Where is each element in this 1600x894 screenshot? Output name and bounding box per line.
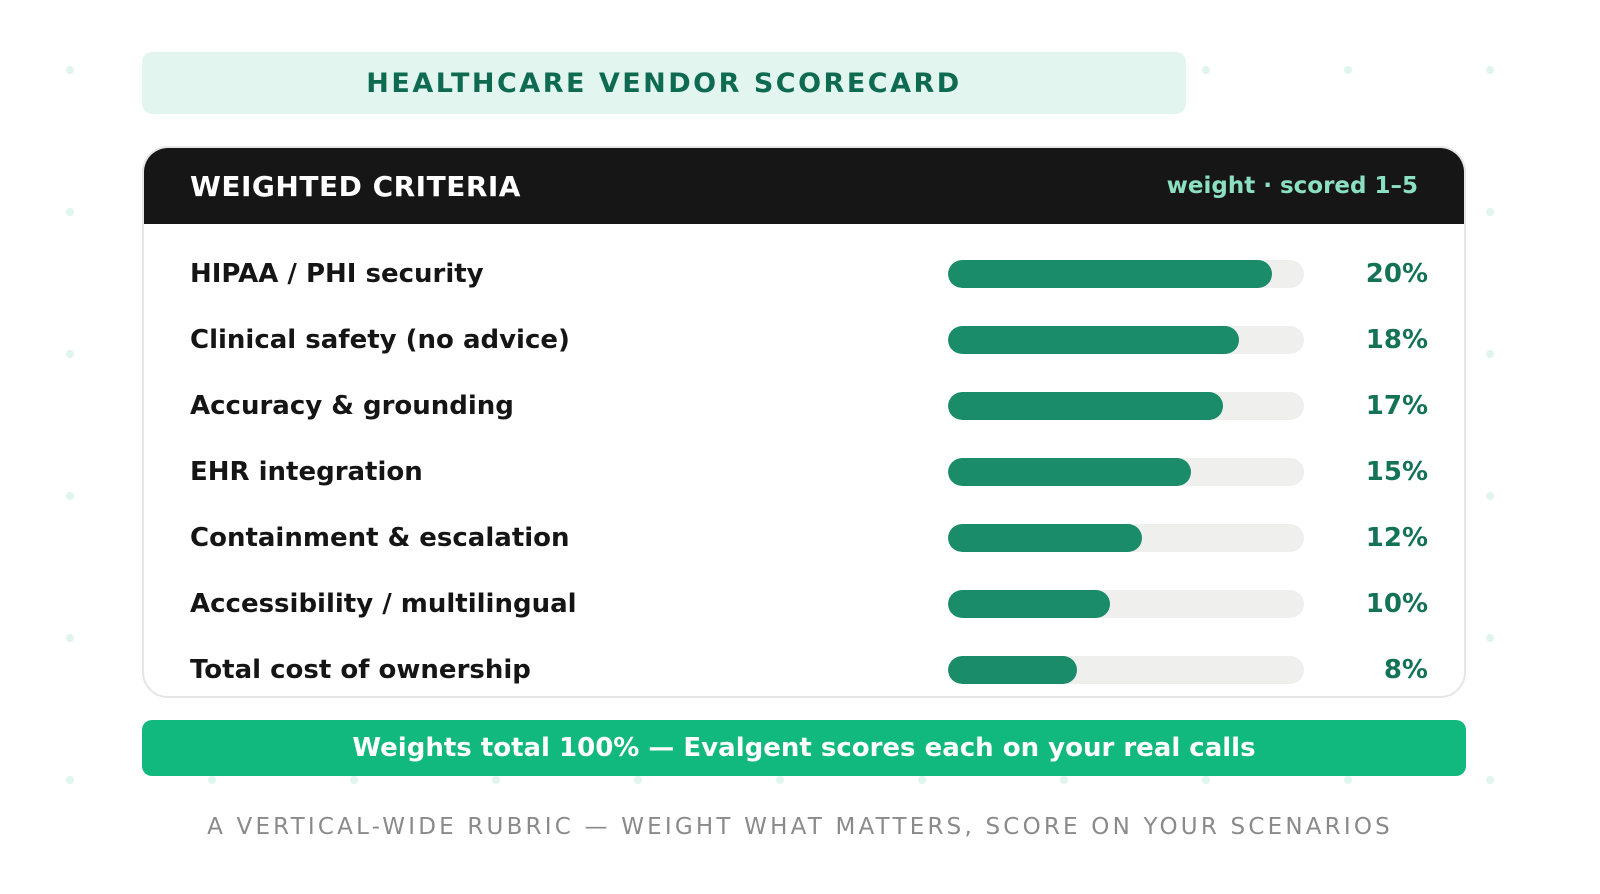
weight-bar-track [948, 326, 1304, 354]
card-header: WEIGHTED CRITERIA weight · scored 1–5 [144, 148, 1464, 224]
weight-value-label: 17% [1365, 391, 1428, 421]
weight-bar-track [948, 524, 1304, 552]
criteria-row: Accuracy & grounding 17% [144, 386, 1464, 426]
weight-bar [948, 326, 1239, 354]
background-dot [1344, 66, 1352, 74]
weight-bar-track [948, 260, 1304, 288]
footer-caption: A VERTICAL-WIDE RUBRIC — WEIGHT WHAT MAT… [207, 814, 1393, 840]
background-dot [1486, 208, 1494, 216]
background-dot [1202, 66, 1210, 74]
background-dot [66, 776, 74, 784]
weight-bar [948, 524, 1142, 552]
background-dot [1486, 776, 1494, 784]
criteria-label: Accuracy & grounding [190, 391, 514, 421]
criteria-row: HIPAA / PHI security 20% [144, 254, 1464, 294]
background-dot [634, 776, 642, 784]
criteria-label: HIPAA / PHI security [190, 259, 484, 289]
weight-bar-track [948, 458, 1304, 486]
background-dot [66, 634, 74, 642]
weight-bar [948, 458, 1191, 486]
background-dot [1344, 776, 1352, 784]
background-dot [1486, 66, 1494, 74]
criteria-label: Total cost of ownership [190, 655, 531, 685]
background-dot [776, 776, 784, 784]
criteria-row: Containment & escalation 12% [144, 518, 1464, 558]
page-title: HEALTHCARE VENDOR SCORECARD [366, 67, 962, 99]
criteria-label: Containment & escalation [190, 523, 570, 553]
background-dot [1202, 776, 1210, 784]
weight-value-label: 10% [1365, 589, 1428, 619]
background-dot [1486, 634, 1494, 642]
background-dot [66, 208, 74, 216]
title-banner: HEALTHCARE VENDOR SCORECARD [142, 52, 1186, 114]
background-dot [350, 776, 358, 784]
criteria-row: Accessibility / multilingual 10% [144, 584, 1464, 624]
criteria-label: Accessibility / multilingual [190, 589, 577, 619]
weight-value-label: 15% [1365, 457, 1428, 487]
weight-bar-track [948, 656, 1304, 684]
weight-value-label: 20% [1365, 259, 1428, 289]
criteria-row: EHR integration 15% [144, 452, 1464, 492]
weight-value-label: 8% [1383, 655, 1428, 685]
criteria-card: WEIGHTED CRITERIA weight · scored 1–5 HI… [142, 146, 1466, 698]
card-header-title: WEIGHTED CRITERIA [190, 169, 521, 203]
weight-value-label: 18% [1365, 325, 1428, 355]
weight-bar-track [948, 590, 1304, 618]
criteria-label: EHR integration [190, 457, 423, 487]
background-dot [208, 776, 216, 784]
background-dot [1060, 776, 1068, 784]
weight-bar [948, 392, 1223, 420]
criteria-row: Clinical safety (no advice) 18% [144, 320, 1464, 360]
weight-bar [948, 656, 1077, 684]
background-dot [918, 776, 926, 784]
background-dot [1486, 350, 1494, 358]
background-dot [66, 66, 74, 74]
weight-bar [948, 590, 1110, 618]
weight-bar [948, 260, 1272, 288]
card-header-subtitle: weight · scored 1–5 [1166, 173, 1418, 199]
background-dot [1486, 492, 1494, 500]
criteria-row: Total cost of ownership 8% [144, 650, 1464, 690]
background-dot [492, 776, 500, 784]
total-banner-text: Weights total 100% — Evalgent scores eac… [352, 733, 1256, 763]
weight-bar-track [948, 392, 1304, 420]
background-dot [66, 492, 74, 500]
weight-value-label: 12% [1365, 523, 1428, 553]
total-banner: Weights total 100% — Evalgent scores eac… [142, 720, 1466, 776]
criteria-label: Clinical safety (no advice) [190, 325, 570, 355]
background-dot [66, 350, 74, 358]
